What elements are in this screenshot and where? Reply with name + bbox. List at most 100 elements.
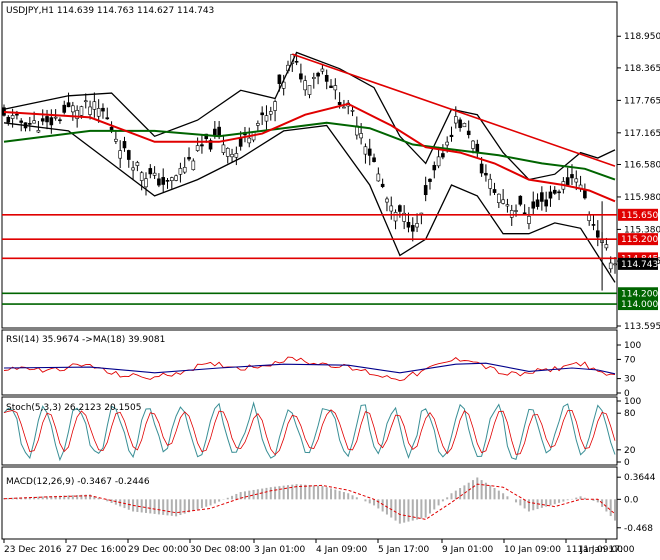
candle-body bbox=[329, 85, 333, 89]
last-price-tag-label: 114.743 bbox=[621, 260, 658, 270]
price-y-tick-label: 117.765 bbox=[624, 96, 660, 106]
candle-body bbox=[118, 150, 122, 159]
candle-body bbox=[436, 156, 441, 167]
candle-body bbox=[66, 102, 71, 108]
candle-body bbox=[389, 205, 394, 212]
candle-body bbox=[230, 153, 234, 158]
candle-body bbox=[583, 190, 587, 199]
rsi-y-tick-label: 100 bbox=[624, 341, 641, 351]
descending-trendline bbox=[292, 53, 616, 167]
price-y-tick-label: 115.980 bbox=[624, 193, 660, 203]
price-y-tick-label: 118.365 bbox=[624, 64, 660, 74]
candle-body bbox=[337, 102, 342, 105]
candle-body bbox=[307, 85, 312, 95]
candle-body bbox=[406, 221, 411, 228]
x-axis-tick-label: 4 Jan 09:00 bbox=[316, 545, 368, 555]
candle-body bbox=[359, 133, 363, 139]
candle-body bbox=[497, 193, 501, 203]
candle-body bbox=[213, 128, 217, 136]
rsi-layer bbox=[3, 356, 616, 382]
stoch-title: Stoch(5,3,3) 26.2123 20.1505 bbox=[6, 403, 141, 413]
candle-body bbox=[398, 205, 402, 212]
axis-layer: 118.950 118.365 117.765 117.165 116.580 115.9… bbox=[3, 32, 660, 555]
candle-body bbox=[432, 165, 437, 171]
candle-body bbox=[557, 191, 561, 194]
candle-body bbox=[217, 126, 221, 137]
candle-body bbox=[501, 199, 505, 204]
x-axis-tick-label: 10 Jan 09:00 bbox=[504, 545, 561, 555]
x-axis-tick-label: 11 Jan 17:00 bbox=[578, 545, 635, 555]
candle-body bbox=[595, 230, 600, 238]
candle-body bbox=[428, 178, 432, 182]
price-title: USDJPY,H1 114.639 114.763 114.627 114.74… bbox=[6, 6, 214, 16]
candle-body bbox=[174, 175, 178, 181]
candle-body bbox=[152, 172, 157, 176]
candle-body bbox=[509, 210, 514, 218]
candle-body bbox=[187, 156, 191, 160]
x-axis-tick-label: 30 Dec 08:00 bbox=[190, 545, 251, 555]
x-axis-tick-label: 9 Jan 01:00 bbox=[442, 545, 494, 555]
candle-body bbox=[75, 110, 79, 119]
stoch-y-tick-label: 0 bbox=[624, 458, 630, 468]
candle-body bbox=[380, 183, 385, 187]
stoch-d-line bbox=[3, 409, 616, 456]
level-price-tag-label: 114.200 bbox=[621, 289, 658, 299]
candle-body bbox=[320, 68, 325, 72]
candle-body bbox=[458, 119, 462, 128]
level-price-tag bbox=[618, 208, 658, 221]
candle-body bbox=[268, 111, 273, 115]
macd-panel-frame bbox=[1, 466, 618, 540]
candle-body bbox=[144, 178, 148, 188]
last-price-tag bbox=[618, 257, 658, 270]
candle-body bbox=[122, 141, 127, 149]
candle-body bbox=[28, 123, 32, 125]
candle-body bbox=[88, 106, 92, 115]
candle-body bbox=[423, 185, 428, 196]
rsi-y-tick-label: 0 bbox=[624, 389, 630, 399]
moving-average-green-line bbox=[3, 121, 616, 181]
stoch-panel-frame bbox=[1, 396, 618, 466]
candle-body bbox=[535, 199, 540, 207]
candle-body bbox=[488, 178, 493, 189]
candle-body bbox=[441, 153, 445, 158]
candle-body bbox=[273, 101, 277, 111]
stoch-k-line bbox=[3, 401, 616, 462]
macd-y-tick-label: 0.3644 bbox=[624, 473, 656, 483]
candle-body bbox=[83, 100, 88, 103]
candle-body bbox=[49, 117, 54, 126]
candle-body bbox=[548, 191, 553, 199]
level-price-tag-label: 115.200 bbox=[621, 235, 658, 245]
rsi-line bbox=[3, 356, 616, 382]
candle-body bbox=[53, 116, 58, 119]
candle-body bbox=[385, 198, 389, 203]
candle-body bbox=[15, 113, 19, 116]
candle-body bbox=[135, 162, 140, 166]
candle-body bbox=[178, 168, 183, 175]
candle-body bbox=[191, 160, 196, 170]
candle-body bbox=[234, 153, 239, 158]
x-axis-tick-label: 27 Dec 16:00 bbox=[66, 545, 127, 555]
price-y-tick-label: 116.580 bbox=[624, 160, 660, 170]
candle-body bbox=[591, 224, 596, 226]
x-axis-tick-label: 29 Dec 00:00 bbox=[128, 545, 189, 555]
candle-body bbox=[505, 204, 510, 207]
candle-body bbox=[342, 106, 346, 109]
candle-body bbox=[277, 74, 282, 84]
candle-body bbox=[372, 157, 376, 162]
macd-y-tick-label: 0.0 bbox=[624, 495, 639, 505]
x-axis-tick-label: 23 Dec 2016 bbox=[4, 545, 62, 555]
candle-body bbox=[531, 201, 536, 209]
level-price-tag bbox=[618, 298, 658, 311]
candle-body bbox=[247, 137, 252, 144]
candle-body bbox=[376, 173, 381, 182]
candle-body bbox=[540, 192, 544, 202]
stoch-layer bbox=[3, 401, 616, 462]
candle-body bbox=[574, 178, 579, 183]
candle-body bbox=[449, 134, 454, 137]
candle-body bbox=[522, 212, 527, 215]
candle-body bbox=[131, 167, 135, 171]
candle-body bbox=[492, 189, 497, 193]
candle-body bbox=[6, 116, 11, 123]
candle-body bbox=[324, 74, 329, 82]
